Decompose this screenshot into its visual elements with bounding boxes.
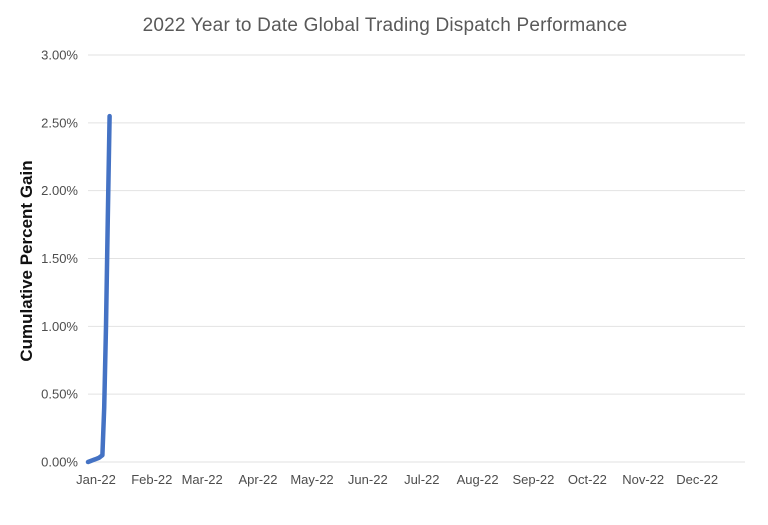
x-tick-label: Jul-22: [404, 472, 439, 487]
y-tick-label: 0.50%: [41, 387, 78, 402]
x-tick-label: May-22: [290, 472, 333, 487]
y-tick-label: 2.00%: [41, 183, 78, 198]
x-tick-label: Aug-22: [457, 472, 499, 487]
x-tick-label: Mar-22: [182, 472, 223, 487]
x-tick-label: Jun-22: [348, 472, 388, 487]
x-tick-label: Dec-22: [676, 472, 718, 487]
y-tick-label: 2.50%: [41, 115, 78, 130]
y-tick-label: 1.00%: [41, 319, 78, 334]
x-tick-label: Oct-22: [568, 472, 607, 487]
y-tick-label: 0.00%: [41, 455, 78, 470]
y-tick-label: 1.50%: [41, 251, 78, 266]
x-tick-label: Sep-22: [512, 472, 554, 487]
x-tick-label: Feb-22: [131, 472, 172, 487]
series-line: [85, 113, 112, 465]
chart-title: 2022 Year to Date Global Trading Dispatc…: [142, 15, 628, 36]
y-tick-label: 3.00%: [41, 48, 78, 63]
x-tick-label: Nov-22: [622, 472, 664, 487]
x-tick-label: Apr-22: [238, 472, 277, 487]
x-tick-label: Jan-22: [76, 472, 116, 487]
